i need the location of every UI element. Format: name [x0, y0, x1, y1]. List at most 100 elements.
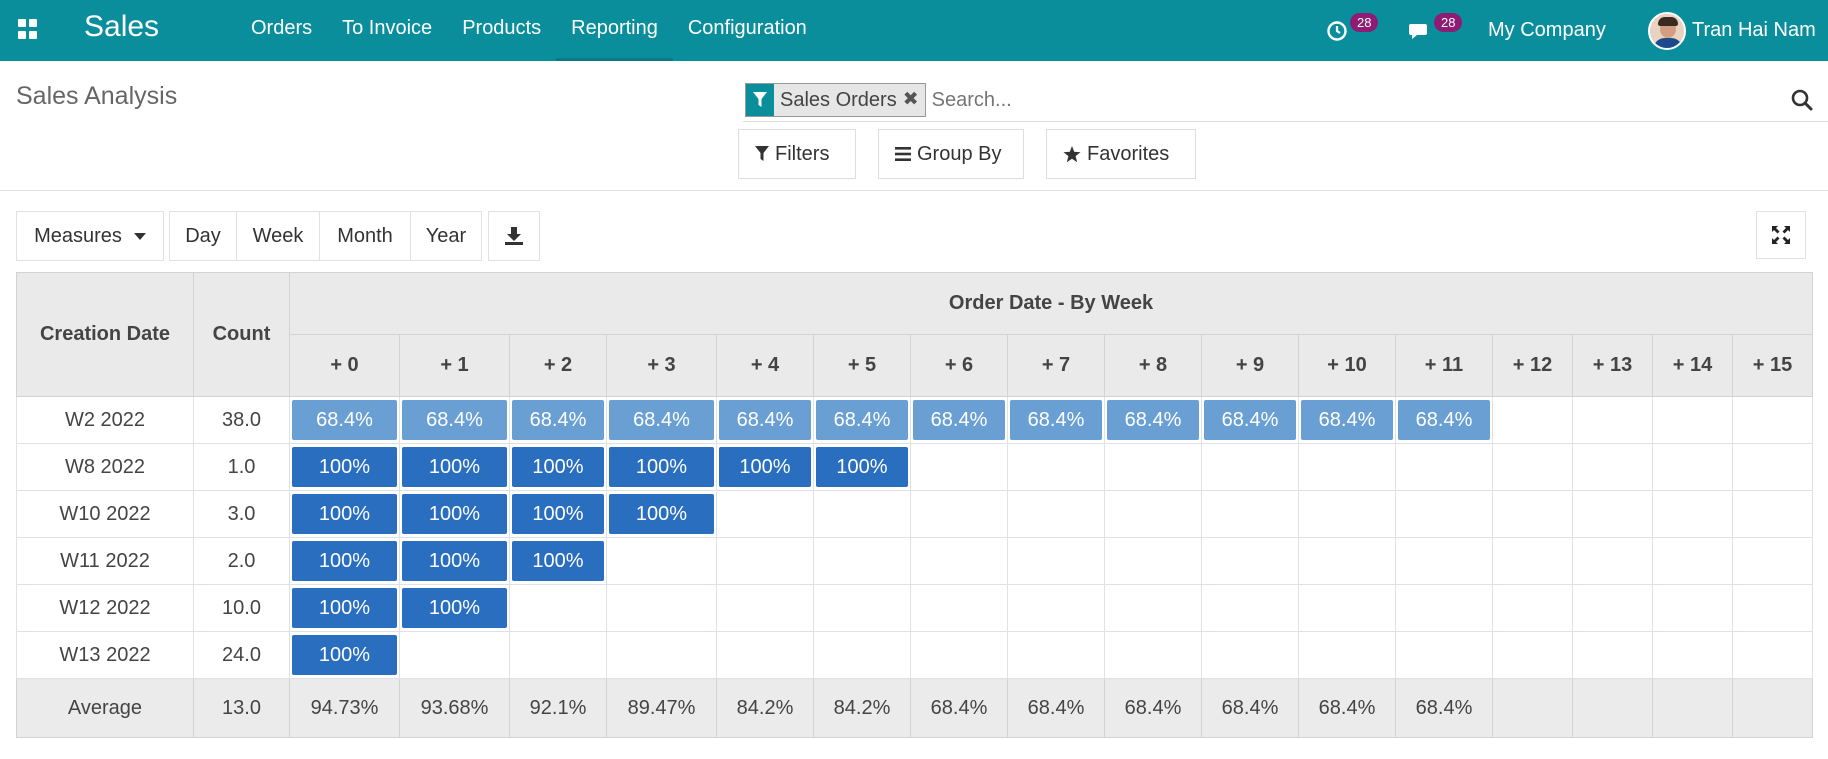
caret-down-icon: [133, 232, 146, 240]
cohort-cell: [910, 490, 1008, 538]
user-menu[interactable]: Tran Hai Nam: [1648, 0, 1816, 61]
column-header[interactable]: + 9: [1201, 334, 1299, 397]
expand-button[interactable]: [1756, 211, 1806, 259]
menu-configuration[interactable]: Configuration: [687, 17, 807, 39]
cohort-value: 100%: [292, 447, 397, 487]
column-header[interactable]: + 2: [509, 334, 607, 397]
page-title: Sales Analysis: [16, 82, 178, 110]
row-group-header[interactable]: Creation Date: [16, 272, 194, 397]
download-button[interactable]: [488, 211, 540, 261]
column-header[interactable]: + 5: [813, 334, 911, 397]
cohort-cell: [1652, 584, 1733, 632]
average-value: 93.68%: [399, 678, 510, 738]
cohort-cell: [1492, 396, 1573, 444]
row-header[interactable]: W10 2022: [16, 490, 194, 538]
cohort-value: 100%: [402, 588, 507, 628]
column-header[interactable]: + 13: [1572, 334, 1653, 397]
interval-year-button[interactable]: Year: [410, 211, 482, 261]
cohort-cell: [1104, 490, 1202, 538]
interval-week-button[interactable]: Week: [236, 211, 320, 261]
menu-products[interactable]: Products: [462, 17, 542, 39]
average-label: Average: [16, 678, 194, 738]
column-header[interactable]: + 15: [1732, 334, 1813, 397]
filter-icon: [746, 84, 774, 116]
row-header[interactable]: W11 2022: [16, 537, 194, 585]
cohort-cell: [1572, 631, 1653, 679]
menu-orders[interactable]: Orders: [251, 17, 313, 39]
activity-menu[interactable]: 28: [1326, 0, 1379, 61]
cohort-cell: [1395, 537, 1493, 585]
cohort-cell: [606, 537, 717, 585]
messaging-menu[interactable]: 28: [1408, 0, 1463, 61]
average-value: 68.4%: [1395, 678, 1493, 738]
cohort-cell: [716, 631, 814, 679]
table-row: W8 2022 1.0 100% 100% 100% 100% 100% 100%: [16, 443, 1813, 491]
company-switcher[interactable]: My Company: [1488, 19, 1606, 41]
row-header[interactable]: W2 2022: [16, 396, 194, 444]
column-header[interactable]: + 10: [1298, 334, 1396, 397]
interval-month-button[interactable]: Month: [319, 211, 411, 261]
user-name: Tran Hai Nam: [1692, 19, 1816, 41]
cohort-value: 100%: [292, 494, 397, 534]
cohort-cell: [1007, 631, 1105, 679]
count-header[interactable]: Count: [193, 272, 290, 397]
search-icon[interactable]: [1790, 88, 1814, 112]
cohort-cell: [1201, 443, 1299, 491]
cohort-cell: [1492, 490, 1573, 538]
cohort-value: 100%: [512, 541, 604, 581]
search-input[interactable]: [931, 88, 1752, 112]
cohort-cell: [1732, 631, 1813, 679]
cohort-cell: [1652, 443, 1733, 491]
group-by-button[interactable]: Group By: [878, 129, 1024, 179]
row-header[interactable]: W13 2022: [16, 631, 194, 679]
interval-day-button[interactable]: Day: [169, 211, 237, 261]
comments-icon: [1409, 23, 1427, 39]
cohort-cell: 68.4%: [289, 396, 400, 444]
facet-remove-icon[interactable]: ✖: [902, 89, 919, 110]
column-header[interactable]: + 14: [1652, 334, 1733, 397]
row-header[interactable]: W12 2022: [16, 584, 194, 632]
cohort-cell: 100%: [289, 631, 400, 679]
cohort-cell: [1104, 443, 1202, 491]
column-group-header[interactable]: Order Date - By Week: [289, 272, 1813, 335]
cohort-value: 68.4%: [913, 400, 1005, 440]
apps-menu-icon[interactable]: [18, 19, 38, 39]
cohort-value: 68.4%: [292, 400, 397, 440]
cohort-cell: 100%: [606, 490, 717, 538]
average-count: 13.0: [193, 678, 290, 738]
column-header[interactable]: + 6: [910, 334, 1008, 397]
app-name[interactable]: Sales: [84, 10, 160, 43]
measures-dropdown[interactable]: Measures: [16, 211, 164, 261]
average-value: 68.4%: [1104, 678, 1202, 738]
column-header[interactable]: + 12: [1492, 334, 1573, 397]
column-header[interactable]: + 11: [1395, 334, 1493, 397]
table-row: W12 2022 10.0 100% 100%: [16, 584, 1813, 632]
column-header[interactable]: + 4: [716, 334, 814, 397]
cohort-cell: 100%: [509, 537, 607, 585]
cohort-cell: [1298, 631, 1396, 679]
cohort-cell: [1652, 490, 1733, 538]
menu-reporting[interactable]: Reporting: [556, 0, 673, 61]
row-header[interactable]: W8 2022: [16, 443, 194, 491]
table-row: W13 2022 24.0 100%: [16, 631, 1813, 679]
bars-icon: [895, 147, 911, 161]
menu-to-invoice[interactable]: To Invoice: [342, 17, 433, 39]
favorites-button[interactable]: Favorites: [1046, 129, 1196, 179]
column-header[interactable]: + 1: [399, 334, 510, 397]
cohort-cell: 100%: [813, 443, 911, 491]
cohort-cell: 100%: [399, 584, 510, 632]
column-header[interactable]: + 8: [1104, 334, 1202, 397]
facet-label: Sales Orders: [780, 89, 897, 111]
top-navbar: Sales Orders To Invoice Products Reporti…: [0, 0, 1828, 61]
average-value: 89.47%: [606, 678, 717, 738]
count-cell: 10.0: [193, 584, 290, 632]
clock-icon: [1327, 20, 1347, 41]
cohort-cell: [1732, 537, 1813, 585]
cohort-cell: [606, 584, 717, 632]
search-bar: Sales Orders ✖: [743, 79, 1828, 122]
average-value: 68.4%: [910, 678, 1008, 738]
column-header[interactable]: + 7: [1007, 334, 1105, 397]
column-header[interactable]: + 0: [289, 334, 400, 397]
column-header[interactable]: + 3: [606, 334, 717, 397]
filters-button[interactable]: Filters: [738, 129, 856, 179]
